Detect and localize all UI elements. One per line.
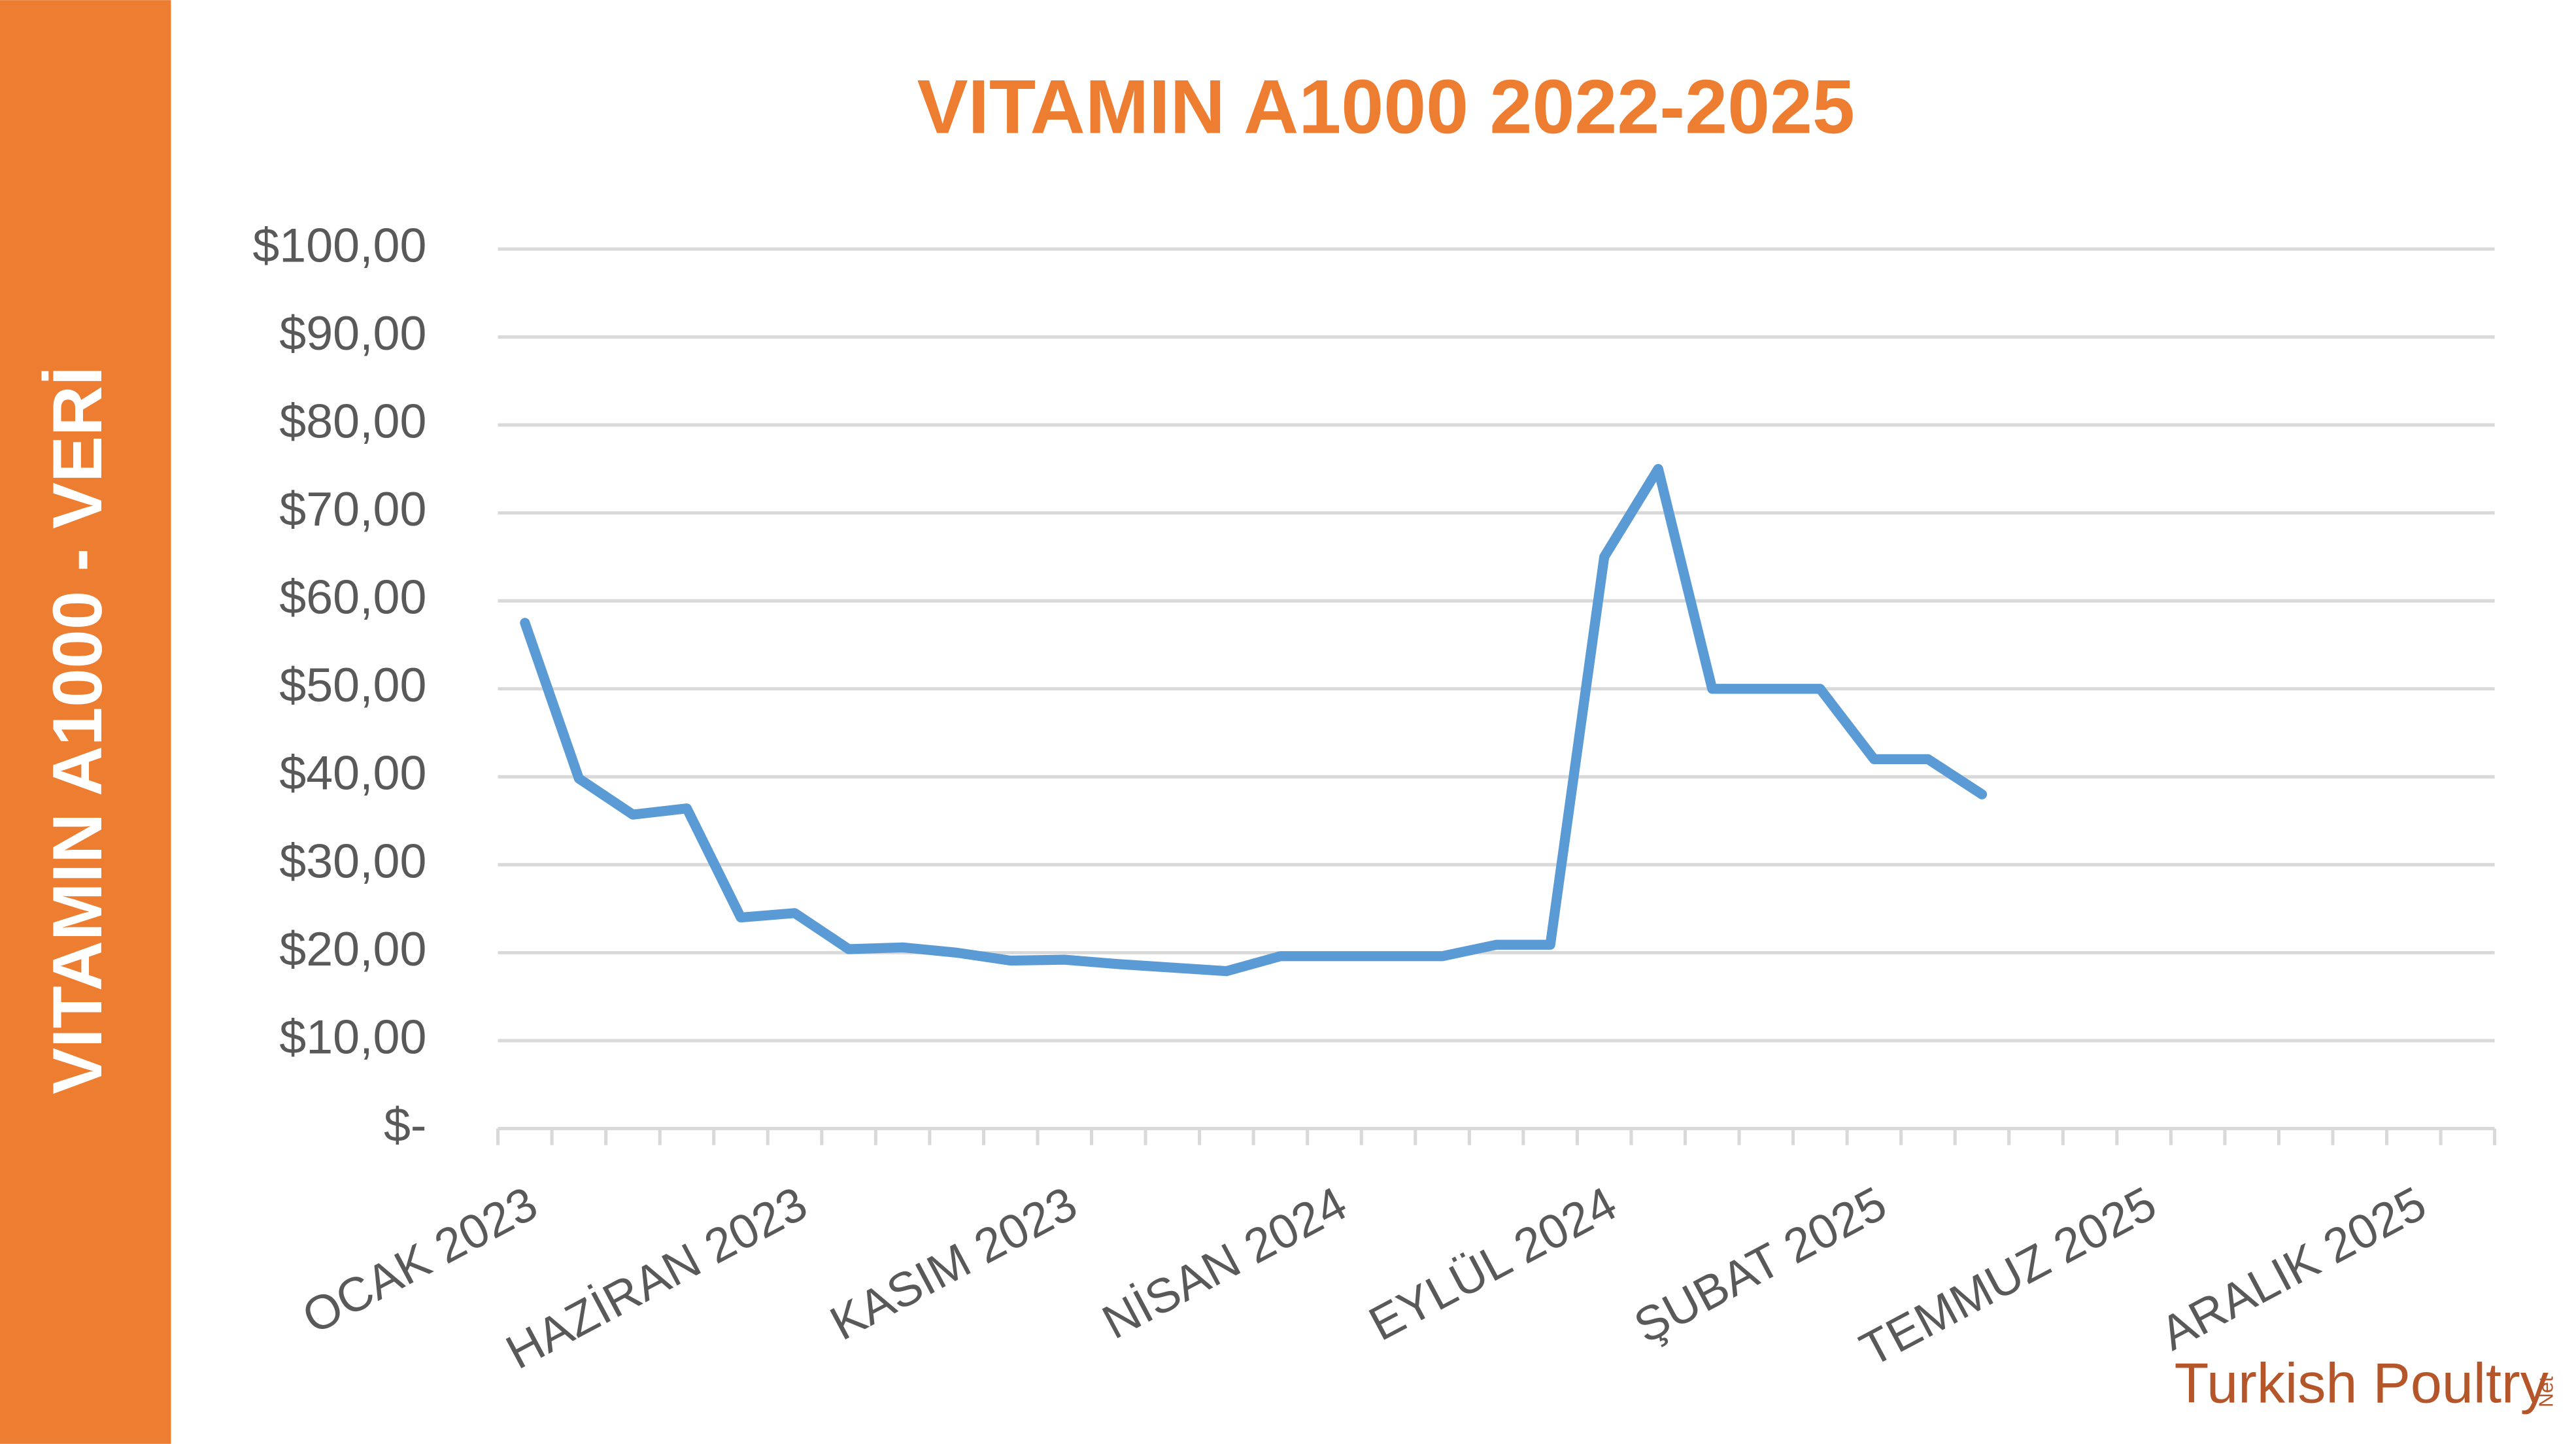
side-band [0, 0, 171, 1444]
data-line [520, 463, 1988, 977]
y-tick-label: $90,00 [279, 306, 426, 360]
logo-suffix: Net [2535, 1376, 2557, 1407]
y-tick-label: $70,00 [279, 482, 426, 536]
x-tick-label: OCAK 2023 [294, 1176, 546, 1345]
chart-title: VITAMIN A1000 2022-2025 [917, 64, 1855, 150]
x-tick-label: TEMMUZ 2025 [1851, 1176, 2165, 1377]
x-tick-label: ARALIK 2025 [2152, 1176, 2435, 1361]
side-label: VITAMIN A1000 - VERİ [38, 366, 116, 1094]
y-tick-label: $80,00 [279, 394, 426, 448]
y-tick-label: $60,00 [279, 570, 426, 624]
y-tick-label: $40,00 [279, 746, 426, 800]
y-tick-label: $- [384, 1098, 426, 1152]
x-tick-label: NİSAN 2024 [1094, 1176, 1355, 1349]
y-tick-label: $30,00 [279, 833, 426, 888]
x-tick-label: KASIM 2023 [821, 1176, 1085, 1351]
x-tick-label: EYLÜL 2024 [1360, 1176, 1625, 1351]
x-tick-label: HAZİRAN 2023 [498, 1176, 816, 1379]
y-tick-label: $20,00 [279, 922, 426, 976]
y-tick-label: $50,00 [279, 658, 426, 712]
y-tick-label: $10,00 [279, 1009, 426, 1064]
y-tick-label: $100,00 [252, 218, 426, 272]
logo: Turkish Poultry [2175, 1352, 2549, 1415]
